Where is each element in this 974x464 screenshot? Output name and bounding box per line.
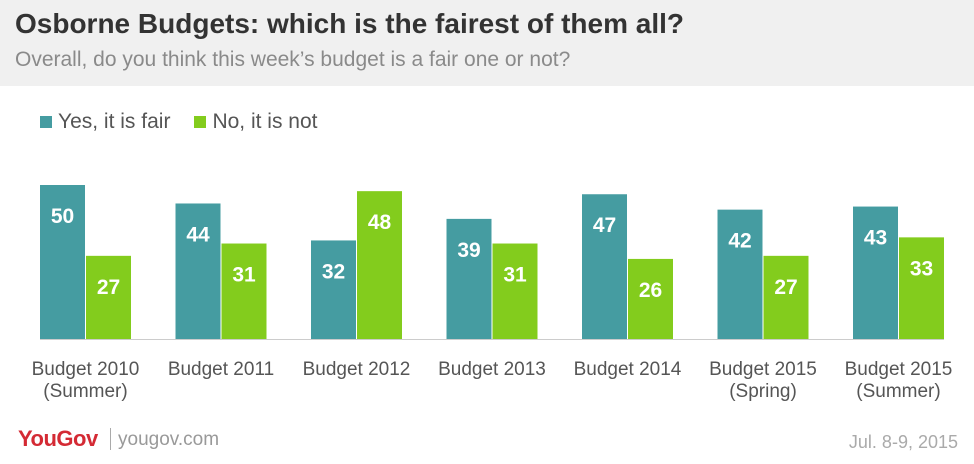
data-label-no-1: 31 bbox=[232, 264, 256, 287]
bar-yes-2 bbox=[311, 240, 356, 339]
legend: Yes, it is fair No, it is not bbox=[40, 110, 341, 134]
data-label-yes-1: 44 bbox=[186, 223, 210, 246]
legend-swatch-yes bbox=[40, 116, 52, 128]
bar-yes-6 bbox=[853, 206, 898, 339]
legend-item-no: No, it is not bbox=[194, 110, 317, 134]
yougov-logo: YouGov bbox=[18, 426, 98, 451]
category-label-3-0: Budget 2013 bbox=[438, 359, 546, 380]
category-label-0-0: Budget 2010 bbox=[32, 359, 140, 380]
data-label-yes-6: 43 bbox=[864, 227, 887, 250]
data-label-no-4: 26 bbox=[639, 279, 662, 302]
footer-url: yougov.com bbox=[118, 429, 220, 450]
bar-no-3 bbox=[492, 243, 538, 339]
data-label-no-6: 33 bbox=[910, 257, 933, 280]
data-label-yes-2: 32 bbox=[322, 260, 345, 283]
legend-swatch-no bbox=[194, 116, 207, 128]
data-label-yes-3: 39 bbox=[457, 239, 480, 262]
footer-divider bbox=[110, 428, 111, 450]
bar-no-1 bbox=[221, 243, 267, 339]
category-label-2-0: Budget 2012 bbox=[303, 359, 411, 380]
legend-label-yes: Yes, it is fair bbox=[58, 110, 171, 133]
legend-label-no: No, it is not bbox=[212, 110, 318, 133]
category-label-0-1: (Summer) bbox=[43, 381, 127, 402]
header: Osborne Budgets: which is the fairest of… bbox=[0, 0, 974, 86]
category-label-5-1: (Spring) bbox=[729, 381, 797, 402]
bar-no-4 bbox=[628, 258, 673, 339]
data-label-no-3: 31 bbox=[503, 264, 527, 287]
category-label-6-0: Budget 2015 bbox=[845, 359, 953, 380]
category-label-1-0: Budget 2011 bbox=[168, 359, 274, 380]
data-label-yes-4: 47 bbox=[593, 214, 616, 237]
bar-no-0 bbox=[86, 255, 131, 339]
category-label-4-0: Budget 2014 bbox=[574, 359, 682, 380]
chart-title: Osborne Budgets: which is the fairest of… bbox=[15, 8, 684, 39]
bar-no-2 bbox=[357, 191, 402, 339]
footer-date: Jul. 8-9, 2015 bbox=[848, 432, 958, 452]
legend-item-yes: Yes, it is fair bbox=[40, 110, 170, 134]
data-label-yes-0: 50 bbox=[51, 205, 74, 228]
bar-no-5 bbox=[763, 255, 809, 339]
chart-subtitle: Overall, do you think this week’s budget… bbox=[15, 48, 571, 71]
bar-no-6 bbox=[899, 237, 944, 339]
data-label-no-2: 48 bbox=[368, 211, 392, 234]
category-label-5-0: Budget 2015 bbox=[709, 359, 817, 380]
data-label-no-5: 27 bbox=[774, 276, 797, 299]
bar-yes-5 bbox=[717, 209, 763, 339]
category-label-6-1: (Summer) bbox=[856, 381, 940, 402]
bar-yes-3 bbox=[446, 218, 492, 339]
data-label-no-0: 27 bbox=[97, 276, 120, 299]
bar-yes-4 bbox=[582, 194, 627, 339]
bar-yes-0 bbox=[40, 185, 85, 339]
bar-yes-1 bbox=[175, 203, 221, 339]
data-label-yes-5: 42 bbox=[728, 230, 751, 253]
